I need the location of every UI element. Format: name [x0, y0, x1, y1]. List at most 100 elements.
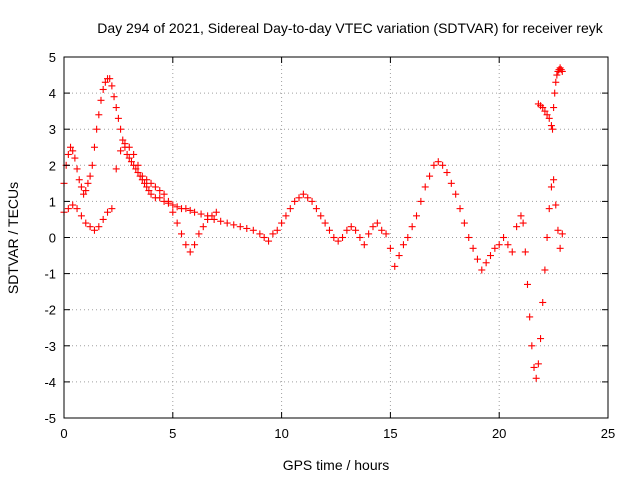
data-point	[549, 125, 557, 133]
data-point	[421, 183, 429, 191]
data-point	[469, 244, 477, 252]
data-point	[249, 226, 257, 234]
data-point	[426, 172, 434, 180]
data-point	[208, 212, 216, 220]
data-point	[147, 179, 155, 187]
data-point	[191, 208, 199, 216]
data-point	[73, 205, 81, 213]
data-point	[130, 150, 138, 158]
data-point	[97, 96, 105, 104]
data-point	[552, 78, 560, 86]
axis-ticks	[63, 56, 609, 419]
data-point	[447, 179, 455, 187]
data-point	[347, 223, 355, 231]
y-tick-label: 5	[49, 50, 56, 65]
data-point	[260, 234, 268, 241]
data-point	[339, 234, 347, 241]
y-tick-label: -5	[44, 411, 56, 426]
data-point	[223, 219, 231, 227]
data-point	[125, 154, 133, 162]
y-axis-label: SDTVAR / TECUs	[5, 182, 21, 294]
x-axis-label: GPS time / hours	[283, 457, 390, 473]
data-point	[71, 154, 79, 162]
data-point	[434, 158, 442, 166]
data-point	[173, 219, 181, 227]
data-point	[547, 183, 555, 191]
data-point	[539, 104, 547, 112]
data-point	[82, 219, 90, 227]
data-point	[312, 205, 320, 213]
data-point	[539, 298, 547, 306]
data-point	[395, 252, 403, 260]
data-point	[95, 111, 103, 119]
data-point	[408, 223, 416, 231]
data-point	[69, 201, 77, 209]
data-point	[334, 237, 342, 245]
x-tick-labels: 0 5 10 15 20 25	[60, 426, 615, 441]
y-tick-label: 4	[49, 86, 56, 101]
data-point	[369, 223, 377, 231]
data-point	[121, 140, 129, 148]
data-point	[132, 165, 140, 173]
data-point	[321, 219, 329, 227]
data-point	[537, 335, 545, 343]
data-point	[304, 194, 312, 202]
data-point	[556, 244, 564, 252]
data-point	[273, 226, 281, 234]
data-point	[443, 169, 451, 177]
data-point	[156, 194, 164, 202]
data-point	[299, 190, 307, 198]
data-point	[256, 230, 264, 238]
data-point	[391, 262, 399, 270]
data-point	[269, 230, 277, 238]
data-point	[547, 122, 555, 130]
data-point	[125, 143, 133, 151]
data-point	[551, 89, 559, 97]
data-point	[473, 255, 481, 263]
data-point	[317, 212, 325, 220]
data-point	[134, 169, 142, 177]
data-point	[373, 219, 381, 227]
data-point	[553, 71, 561, 79]
data-point	[478, 266, 486, 274]
data-point	[64, 205, 72, 213]
data-point	[382, 230, 390, 238]
data-point	[528, 342, 536, 350]
data-point	[88, 161, 96, 169]
data-point	[117, 147, 125, 155]
data-point	[82, 187, 90, 195]
data-point	[99, 85, 107, 93]
data-point	[486, 252, 494, 260]
data-point	[191, 241, 199, 249]
data-point	[90, 143, 98, 151]
data-point	[491, 244, 499, 252]
data-point	[343, 226, 351, 234]
data-point	[73, 165, 81, 173]
data-points	[60, 64, 566, 382]
data-point	[99, 215, 107, 223]
data-point	[84, 179, 92, 187]
data-point	[199, 223, 207, 231]
data-point	[119, 136, 127, 144]
data-point	[550, 104, 558, 112]
data-point	[75, 176, 83, 184]
x-tick-label: 0	[60, 426, 67, 441]
data-point	[156, 187, 164, 195]
data-point	[186, 248, 194, 256]
data-point	[77, 183, 85, 191]
data-point	[93, 125, 101, 133]
data-point	[404, 234, 412, 241]
data-point	[217, 217, 225, 225]
data-point	[143, 176, 151, 184]
data-point	[452, 190, 460, 198]
data-point	[465, 234, 473, 241]
data-point	[508, 248, 516, 256]
data-point	[112, 104, 120, 112]
data-point	[352, 226, 360, 234]
data-point	[543, 111, 551, 119]
data-point	[558, 67, 566, 75]
data-point	[378, 226, 386, 234]
data-point	[282, 212, 290, 220]
data-point	[86, 223, 94, 231]
data-point	[456, 205, 464, 213]
